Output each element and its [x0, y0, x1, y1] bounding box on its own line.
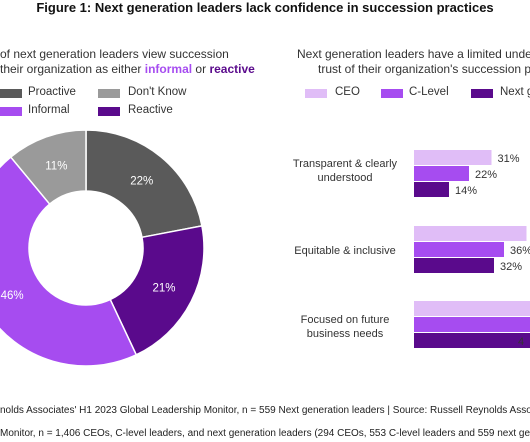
legend-swatch-dont-know	[98, 89, 120, 98]
footnote-line2: Monitor, n = 1,406 CEOs, C-level leaders…	[0, 428, 530, 439]
donut-slice-proactive	[85, 129, 203, 239]
bar-future-c-level	[414, 317, 530, 332]
legend-swatch-ceo	[305, 89, 327, 98]
bar-category-transparent-line2: understood	[317, 172, 373, 184]
donut-slice-don-t-know	[9, 129, 87, 206]
bar-transparent-ceo	[414, 150, 492, 165]
bar-future-ceo	[414, 301, 530, 316]
bar-category-transparent: Transparent & clearly understood	[285, 157, 405, 185]
footnote-line1: nolds Associates' H1 2023 Global Leaders…	[0, 405, 530, 416]
donut-label-don-t-know: 11%	[45, 161, 67, 173]
figure-title: Figure 1: Next generation leaders lack c…	[36, 0, 494, 15]
bar-category-future-line2: business needs	[306, 328, 384, 340]
bar-label-equitable-c-level: 36%	[510, 245, 530, 257]
bar-category-equitable: Equitable & inclusive	[285, 244, 405, 258]
bar-label-transparent-next-g: 14%	[455, 185, 477, 197]
donut-label-reactive: 21%	[152, 283, 175, 295]
donut-label-proactive: 22%	[130, 176, 153, 188]
bar-equitable-c-level	[414, 242, 504, 257]
legend-label-informal: Informal	[28, 104, 70, 116]
bar-category-equitable-line1: Equitable & inclusive	[294, 245, 396, 257]
donut-slice-informal	[0, 156, 138, 367]
left-subtitle-reactive: reactive	[209, 62, 255, 76]
legend-label-c-level: C-Level	[409, 86, 449, 98]
legend-swatch-proactive	[0, 89, 22, 98]
legend-label-ceo: CEO	[335, 86, 360, 98]
bar-category-future-line1: Focused on future	[300, 314, 390, 326]
bar-label-future-next-g: 4	[518, 336, 524, 348]
left-subtitle-line2: their organization as either informal or…	[0, 61, 255, 77]
bar-equitable-next-g	[414, 258, 494, 273]
donut-label-informal: 46%	[1, 290, 24, 302]
legend-swatch-informal	[0, 107, 22, 116]
bar-equitable-ceo	[414, 226, 527, 241]
donut-slice-reactive	[109, 225, 205, 356]
left-subtitle-informal: informal	[144, 62, 193, 76]
legend-label-dont-know: Don't Know	[128, 86, 187, 98]
bar-chart: 31%22% 14% 36% 32% 4	[414, 150, 530, 348]
bar-category-future: Focused on future business needs	[285, 313, 405, 341]
right-subtitle-line2: trust of their organization's succession…	[318, 62, 530, 76]
legend-label-reactive: Reactive	[128, 104, 173, 116]
legend-swatch-next-gen	[471, 89, 493, 98]
bar-label-transparent-c-level: 22%	[475, 169, 497, 181]
left-subtitle-line1: of next generation leaders view successi…	[0, 47, 229, 61]
left-subtitle-or: or	[192, 62, 210, 76]
legend-label-proactive: Proactive	[28, 86, 76, 98]
bar-transparent-c-level	[414, 166, 469, 181]
right-subtitle-line1: Next generation leaders have a limited u…	[297, 47, 530, 61]
bar-category-transparent-line1: Transparent & clearly	[292, 158, 398, 170]
legend-label-next-gen: Next g	[500, 86, 530, 98]
bar-transparent-next-g	[414, 182, 449, 197]
bar-label-transparent-ceo: 31%	[498, 153, 520, 165]
left-subtitle-prefix: their organization as either	[0, 62, 145, 76]
legend-swatch-c-level	[381, 89, 403, 98]
donut-chart: 22% 21% 46% 11%	[0, 129, 205, 367]
legend-swatch-reactive	[98, 107, 120, 116]
bar-label-equitable-next-g: 32%	[500, 261, 522, 273]
bar-future-next-g	[414, 333, 530, 348]
